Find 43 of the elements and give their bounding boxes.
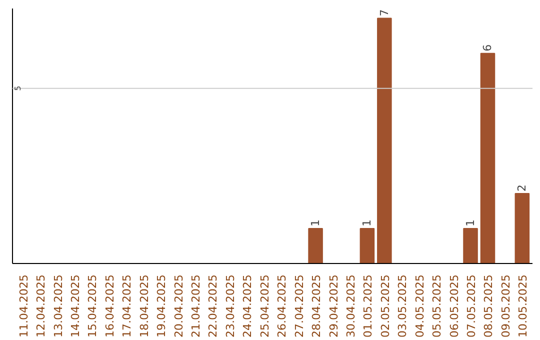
x-tick-label: 22.04.2025 (206, 274, 220, 338)
x-tick-label: 30.04.2025 (344, 274, 358, 338)
x-tick-label: 17.04.2025 (120, 274, 134, 338)
x-tick-label: 23.04.2025 (224, 274, 237, 338)
x-tick-label: 09.05.2025 (499, 274, 512, 338)
x-tick-label: 16.04.2025 (103, 274, 116, 338)
bar (377, 18, 392, 264)
x-tick-label: 05.05.2025 (430, 274, 444, 338)
data-label: 1 (464, 219, 478, 226)
x-tick-label: 26.04.2025 (276, 274, 289, 338)
x-tick-label: 20.04.2025 (172, 274, 186, 338)
x-tick-label: 21.04.2025 (190, 274, 203, 338)
bar (360, 228, 375, 264)
x-tick-label: 15.04.2025 (86, 274, 100, 338)
bar (308, 228, 323, 264)
data-label: 1 (309, 219, 322, 226)
ref-line-label: 5 (14, 86, 22, 91)
x-tick-label: 13.04.2025 (52, 274, 65, 338)
x-tick-label: 07.05.2025 (465, 274, 478, 338)
x-tick-label: 11.04.2025 (17, 274, 30, 338)
x-tick-label: 12.04.2025 (34, 274, 48, 338)
x-tick-label: 06.05.2025 (448, 274, 461, 338)
x-tick-label: 27.04.2025 (292, 274, 306, 338)
x-tick-label: 25.04.2025 (258, 274, 272, 338)
x-tick-label: 04.05.2025 (413, 274, 426, 338)
data-label: 6 (481, 44, 494, 52)
bar (514, 192, 530, 264)
x-tick-label: 02.05.2025 (378, 274, 392, 338)
bar (463, 228, 478, 264)
x-tick-label: 19.04.2025 (155, 274, 168, 338)
x-tick-label: 28.04.2025 (310, 274, 324, 338)
x-tick-label: 14.04.2025 (68, 274, 82, 338)
bar (480, 52, 496, 264)
x-tick-label: 10.05.2025 (516, 274, 530, 338)
x-tick-label: 29.04.2025 (327, 274, 340, 338)
x-tick-label: 24.04.2025 (241, 274, 254, 338)
data-label: 7 (378, 9, 391, 16)
x-tick-label: 08.05.2025 (482, 274, 496, 338)
x-tick-label: 18.04.2025 (138, 274, 151, 338)
data-label: 2 (516, 184, 529, 192)
x-tick-label: 01.05.2025 (362, 274, 375, 338)
data-label: 1 (360, 219, 374, 226)
x-tick-label: 03.05.2025 (396, 274, 410, 338)
